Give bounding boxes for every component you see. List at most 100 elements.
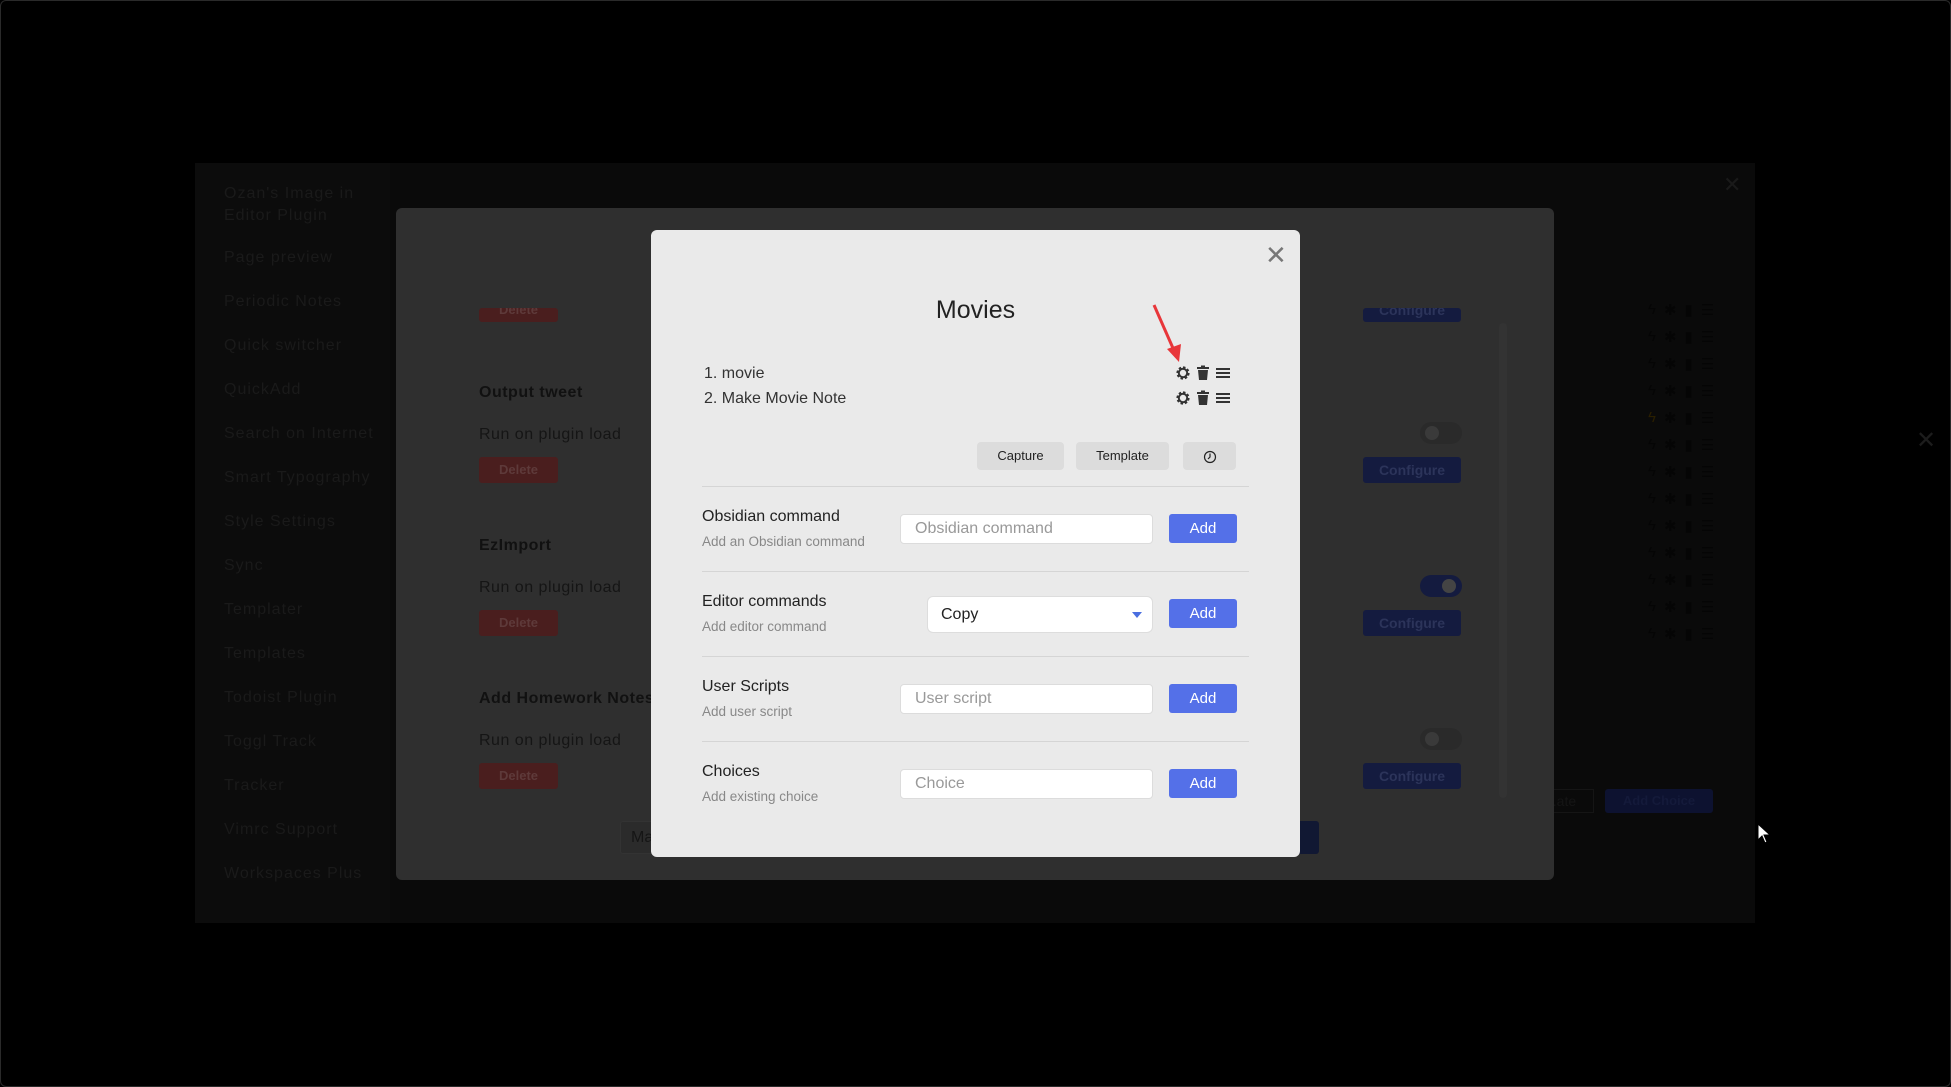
bolt-icon[interactable]: ϟ <box>1648 517 1656 534</box>
trash-icon[interactable]: ▮ <box>1684 599 1693 616</box>
trash-icon[interactable]: ▮ <box>1684 437 1693 454</box>
add-editor-command-button[interactable]: Add <box>1169 599 1237 628</box>
gear-icon[interactable]: ✱ <box>1663 626 1677 643</box>
run-on-load-toggle[interactable] <box>1420 728 1462 750</box>
sidebar-item[interactable]: Ozan's Image in Editor Plugin <box>224 185 355 224</box>
sidebar-item[interactable]: Style Settings <box>224 513 336 530</box>
drag-handle-icon[interactable]: ☰ <box>1700 464 1715 481</box>
bolt-icon[interactable]: ϟ <box>1648 409 1656 426</box>
template-button[interactable]: Template <box>1076 442 1169 470</box>
bolt-icon[interactable]: ϟ <box>1648 571 1656 588</box>
sidebar-item[interactable]: Periodic Notes <box>224 293 343 310</box>
drag-handle-icon[interactable]: ☰ <box>1700 329 1715 346</box>
drag-handle-icon[interactable]: ☰ <box>1700 491 1715 508</box>
sidebar-item[interactable]: Templates <box>224 645 306 662</box>
bolt-icon[interactable]: ϟ <box>1648 463 1656 480</box>
close-icon[interactable]: ✕ <box>1916 427 1937 454</box>
trash-icon[interactable]: ▮ <box>1684 545 1693 562</box>
bolt-icon[interactable]: ϟ <box>1648 301 1656 318</box>
trash-icon[interactable]: ▮ <box>1684 491 1693 508</box>
sidebar-item[interactable]: Quick switcher <box>224 337 343 354</box>
editor-command-select[interactable]: Copy <box>927 596 1153 633</box>
gear-icon[interactable]: ✱ <box>1663 518 1677 535</box>
delete-button[interactable]: Delete <box>479 763 558 789</box>
sidebar-item[interactable]: Toggl Track <box>224 733 317 750</box>
bolt-icon[interactable]: ϟ <box>1648 490 1656 507</box>
sidebar-item[interactable]: Workspaces Plus <box>224 865 363 882</box>
trash-icon[interactable] <box>1195 390 1211 406</box>
trash-icon[interactable]: ▮ <box>1684 626 1693 643</box>
drag-handle-icon[interactable]: ☰ <box>1700 302 1715 319</box>
drag-handle-icon[interactable] <box>1215 365 1231 381</box>
trash-icon[interactable]: ▮ <box>1684 464 1693 481</box>
sidebar-item[interactable]: Templater <box>224 601 304 618</box>
gear-icon[interactable]: ✱ <box>1663 437 1677 454</box>
delete-button[interactable]: Delete <box>479 610 558 636</box>
close-icon[interactable]: ✕ <box>1723 172 1742 197</box>
sidebar-item[interactable]: QuickAdd <box>224 381 302 398</box>
gear-icon[interactable]: ✱ <box>1663 302 1677 319</box>
sidebar-item[interactable]: Page preview <box>224 249 333 266</box>
add-user-script-button[interactable]: Add <box>1169 684 1237 713</box>
trash-icon[interactable] <box>1195 365 1211 381</box>
gear-icon[interactable]: ✱ <box>1663 491 1677 508</box>
bolt-icon[interactable]: ϟ <box>1648 328 1656 345</box>
drag-handle-icon[interactable] <box>1215 390 1231 406</box>
configure-button[interactable]: Configure <box>1363 308 1461 322</box>
delete-button[interactable]: Delete <box>479 457 558 483</box>
close-icon[interactable]: ✕ <box>1265 240 1287 270</box>
gear-icon[interactable]: ✱ <box>1663 383 1677 400</box>
delete-button[interactable]: Delete <box>479 308 558 322</box>
add-choice-button[interactable]: Add Choice <box>1605 789 1713 813</box>
choice-input[interactable] <box>900 769 1153 799</box>
bolt-icon[interactable]: ϟ <box>1648 544 1656 561</box>
bolt-icon[interactable]: ϟ <box>1648 598 1656 615</box>
sidebar-item[interactable]: Smart Typography <box>224 469 371 486</box>
obsidian-command-input[interactable] <box>900 514 1153 544</box>
drag-handle-icon[interactable]: ☰ <box>1700 626 1715 643</box>
drag-handle-icon[interactable]: ☰ <box>1700 599 1715 616</box>
user-script-input[interactable] <box>900 684 1153 714</box>
drag-handle-icon[interactable]: ☰ <box>1700 356 1715 373</box>
add-obsidian-command-button[interactable]: Add <box>1169 514 1237 543</box>
drag-handle-icon[interactable]: ☰ <box>1700 383 1715 400</box>
drag-handle-icon[interactable]: ☰ <box>1700 437 1715 454</box>
wait-button[interactable] <box>1183 442 1236 470</box>
trash-icon[interactable]: ▮ <box>1684 410 1693 427</box>
sidebar-item[interactable]: Sync <box>224 557 264 574</box>
capture-button[interactable]: Capture <box>977 442 1064 470</box>
gear-icon[interactable]: ✱ <box>1663 545 1677 562</box>
gear-icon[interactable]: ✱ <box>1663 572 1677 589</box>
drag-handle-icon[interactable]: ☰ <box>1700 518 1715 535</box>
sidebar-item[interactable]: Todoist Plugin <box>224 689 338 706</box>
drag-handle-icon[interactable]: ☰ <box>1700 572 1715 589</box>
trash-icon[interactable]: ▮ <box>1684 302 1693 319</box>
sidebar-item[interactable]: Vimrc Support <box>224 821 339 838</box>
gear-icon[interactable]: ✱ <box>1663 329 1677 346</box>
bolt-icon[interactable]: ϟ <box>1648 355 1656 372</box>
trash-icon[interactable]: ▮ <box>1684 572 1693 589</box>
trash-icon[interactable]: ▮ <box>1684 518 1693 535</box>
add-choice-button[interactable]: Add <box>1169 769 1237 798</box>
gear-icon[interactable]: ✱ <box>1663 356 1677 373</box>
drag-handle-icon[interactable]: ☰ <box>1700 410 1715 427</box>
trash-icon[interactable]: ▮ <box>1684 329 1693 346</box>
run-on-load-toggle[interactable] <box>1420 575 1462 597</box>
configure-button[interactable]: Configure <box>1363 457 1461 483</box>
gear-icon[interactable]: ✱ <box>1663 464 1677 481</box>
trash-icon[interactable]: ▮ <box>1684 383 1693 400</box>
gear-icon[interactable] <box>1175 365 1191 381</box>
gear-icon[interactable]: ✱ <box>1663 410 1677 427</box>
bolt-icon[interactable]: ϟ <box>1648 382 1656 399</box>
scrollbar[interactable] <box>1499 323 1507 798</box>
drag-handle-icon[interactable]: ☰ <box>1700 545 1715 562</box>
configure-button[interactable]: Configure <box>1363 610 1461 636</box>
run-on-load-toggle[interactable] <box>1420 422 1462 444</box>
gear-icon[interactable]: ✱ <box>1663 599 1677 616</box>
sidebar-item[interactable]: Search on Internet <box>224 425 374 442</box>
bolt-icon[interactable]: ϟ <box>1648 625 1656 642</box>
configure-button[interactable]: Configure <box>1363 763 1461 789</box>
bolt-icon[interactable]: ϟ <box>1648 436 1656 453</box>
trash-icon[interactable]: ▮ <box>1684 356 1693 373</box>
gear-icon[interactable] <box>1175 390 1191 406</box>
